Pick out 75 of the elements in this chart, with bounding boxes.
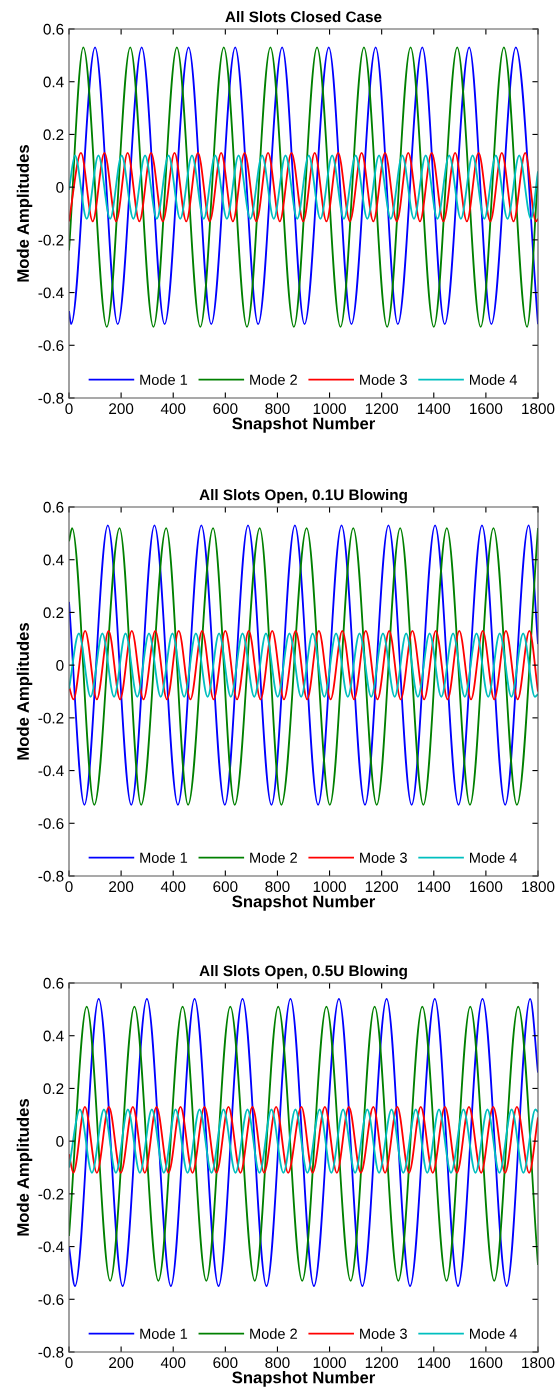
x-tick-label: 600: [213, 403, 238, 415]
y-tick-label: -0.4: [38, 1241, 64, 1253]
y-tick-label: -0.2: [38, 1188, 64, 1200]
x-tick-label: 1800: [522, 1357, 555, 1369]
x-tick-label: 1000: [313, 881, 346, 893]
y-tick-label: -0.2: [38, 234, 64, 246]
x-tick-label: 800: [265, 881, 290, 893]
x-tick-label: 200: [109, 881, 134, 893]
legend-label: Mode 3: [360, 374, 407, 385]
chart-title: All Slots Open, 0.1U Blowing: [199, 488, 407, 504]
x-tick-label: 1400: [417, 403, 451, 415]
x-tick-label: 1200: [365, 403, 399, 415]
y-tick-label: 0: [56, 1136, 64, 1147]
y-tick-label: 0: [56, 660, 64, 671]
x-tick-label: 1600: [470, 403, 503, 415]
y-tick-label: -0.6: [38, 1294, 64, 1305]
x-tick-label: 1400: [417, 881, 451, 893]
y-tick-label: 0.4: [43, 554, 64, 566]
x-tick-label: 0: [65, 403, 73, 415]
x-tick-label: 1200: [365, 881, 399, 893]
legend-label: Mode 1: [140, 1328, 188, 1339]
x-tick-label: 1800: [522, 881, 555, 893]
legend-label: Mode 1: [140, 852, 188, 863]
y-tick-label: 0.6: [43, 23, 64, 35]
y-tick-label: -0.4: [38, 765, 64, 777]
y-tick-label: 0.4: [43, 76, 64, 88]
x-tick-label: 1000: [313, 1357, 346, 1369]
legend-label: Mode 1: [140, 374, 188, 385]
y-axis-title: Mode Amplitudes: [16, 1099, 33, 1236]
x-tick-label: 600: [213, 881, 238, 893]
x-tick-label: 0: [65, 881, 73, 893]
x-tick-label: 1400: [417, 1357, 451, 1369]
y-tick-label: -0.8: [38, 1346, 64, 1358]
legend-label: Mode 2: [250, 852, 297, 863]
y-axis-title: Mode Amplitudes: [16, 623, 33, 760]
x-tick-label: 1600: [470, 881, 503, 893]
legend-label: Mode 3: [360, 1328, 407, 1339]
legend-label: Mode 4: [470, 374, 518, 385]
chart-title: All Slots Open, 0.5U Blowing: [199, 964, 407, 980]
chart-title: All Slots Closed Case: [225, 10, 382, 23]
y-tick-label: 0: [56, 182, 64, 193]
x-tick-label: 800: [265, 403, 290, 415]
legend-label: Mode 4: [470, 1328, 518, 1339]
legend-label: Mode 2: [250, 374, 297, 385]
x-tick-label: 1000: [313, 403, 346, 415]
x-axis-title: Snapshot Number: [232, 417, 376, 433]
y-tick-label: -0.6: [38, 818, 64, 829]
x-tick-label: 800: [265, 1357, 290, 1369]
x-axis-title: Snapshot Number: [232, 895, 376, 911]
legend-label: Mode 4: [470, 852, 518, 863]
x-tick-label: 400: [160, 1357, 186, 1369]
x-tick-label: 1800: [522, 403, 555, 415]
x-tick-label: 0: [65, 1357, 73, 1369]
y-axis-title: Mode Amplitudes: [16, 145, 33, 282]
x-tick-label: 1200: [365, 1357, 399, 1369]
x-tick-label: 200: [109, 403, 134, 415]
x-tick-label: 400: [160, 403, 186, 415]
y-tick-label: -0.8: [38, 392, 64, 404]
legend-label: Mode 2: [250, 1328, 297, 1339]
y-tick-label: 0.6: [43, 501, 64, 513]
y-tick-label: 0.2: [43, 129, 64, 141]
y-tick-label: 0.2: [43, 1083, 64, 1095]
x-tick-label: 600: [213, 1357, 238, 1369]
y-tick-label: 0.2: [43, 607, 64, 619]
y-tick-label: 0.6: [43, 977, 64, 989]
y-tick-label: -0.6: [38, 340, 64, 351]
x-tick-label: 1600: [470, 1357, 503, 1369]
y-tick-label: 0.4: [43, 1030, 64, 1042]
legend-label: Mode 3: [360, 852, 407, 863]
y-tick-label: -0.8: [38, 870, 64, 882]
x-tick-label: 400: [160, 881, 186, 893]
x-tick-label: 200: [109, 1357, 134, 1369]
y-tick-label: -0.4: [38, 287, 64, 299]
x-axis-title: Snapshot Number: [232, 1371, 376, 1387]
y-tick-label: -0.2: [38, 712, 64, 724]
